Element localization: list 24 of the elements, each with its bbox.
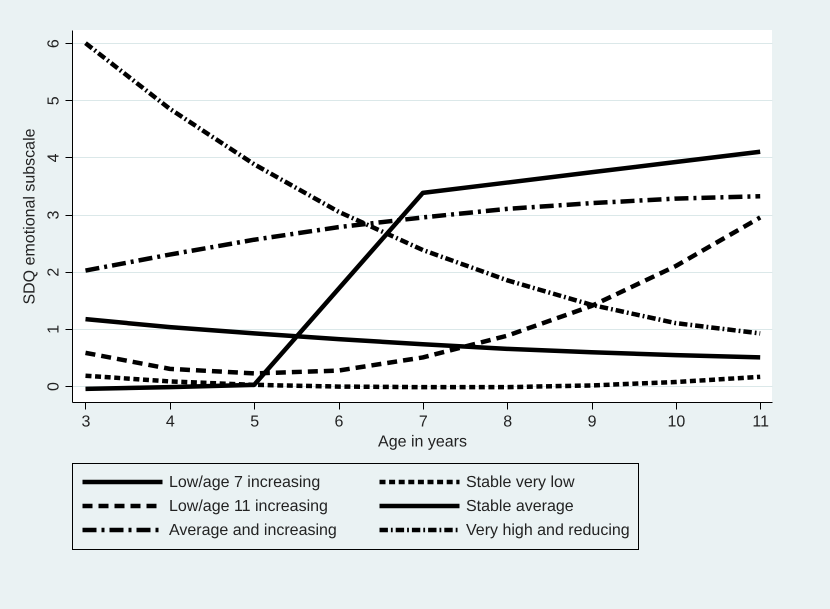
x-tick-label: 10 bbox=[667, 414, 686, 430]
y-tick-label: 1 bbox=[46, 324, 62, 334]
x-tick-label: 3 bbox=[82, 414, 91, 430]
x-tick-label: 7 bbox=[418, 414, 428, 430]
y-axis-title: SDQ emotional subscale bbox=[22, 128, 38, 305]
y-tick-label: 3 bbox=[46, 210, 62, 220]
x-tick-label: 8 bbox=[503, 414, 512, 430]
legend-label: Stable very low bbox=[466, 474, 575, 491]
x-tick-label: 6 bbox=[334, 414, 344, 430]
x-tick-label: 9 bbox=[588, 414, 597, 430]
y-tick-label: 4 bbox=[46, 153, 62, 162]
legend-label: Average and increasing bbox=[169, 522, 337, 539]
legend-label: Very high and reducing bbox=[466, 522, 630, 539]
x-tick-label: 5 bbox=[250, 414, 260, 430]
y-tick-label: 5 bbox=[46, 96, 62, 106]
y-tick-label: 2 bbox=[46, 268, 62, 277]
legend-label: Low/age 7 increasing bbox=[169, 474, 320, 491]
y-tick-label: 6 bbox=[46, 39, 62, 48]
legend-label: Stable average bbox=[466, 498, 574, 515]
x-axis-title: Age in years bbox=[378, 434, 467, 450]
x-tick-label: 4 bbox=[166, 414, 175, 430]
x-tick-label: 11 bbox=[752, 414, 770, 430]
y-tick-label: 0 bbox=[46, 382, 62, 391]
legend-label: Low/age 11 increasing bbox=[169, 498, 328, 515]
